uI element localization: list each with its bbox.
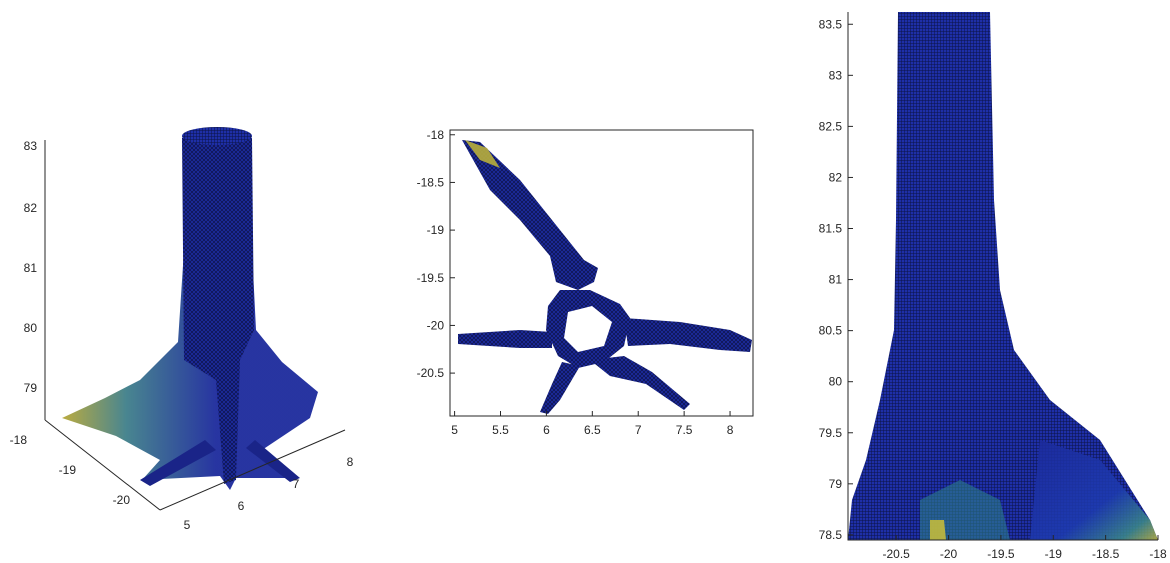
- top-y-tick-label: -18: [427, 128, 445, 142]
- top-y-tick-label: -19: [427, 223, 445, 237]
- top-y-tick-label: -20.5: [417, 366, 445, 380]
- top-x-tick-label: 6: [543, 423, 550, 437]
- panel-perspective: 83 82 81 80 79 -18 -19 -20 5 6 7 8: [10, 127, 354, 532]
- z-tick-label: 80: [24, 321, 38, 335]
- top-branch-right: [624, 318, 752, 352]
- top-branch-ring: [546, 290, 630, 368]
- y-tick-label: -20: [113, 493, 131, 507]
- perspective-x-axis: [159, 429, 346, 511]
- side-x-tick-label: -20.5: [882, 547, 910, 561]
- panel-top: -18 -18.5 -19 -19.5 -20 -20.5 5 5.5 6 6.5 7 7.5 8: [417, 128, 754, 437]
- side-y-tick-label: 82: [829, 170, 843, 184]
- top-branch-left: [458, 330, 552, 348]
- side-y-tick-label: 79.5: [819, 426, 843, 440]
- top-branch-tip: [465, 140, 500, 168]
- side-y-ticks: 78.5 79 79.5 80 80.5 81 81.5 82 82.5 83 83.5: [819, 17, 853, 542]
- top-x-tick-label: 8: [727, 423, 734, 437]
- perspective-root: [140, 440, 216, 486]
- top-x-tick-label: 5: [451, 423, 458, 437]
- perspective-trunk-top: [182, 127, 252, 145]
- perspective-trunk: [182, 131, 254, 484]
- top-surface: [458, 140, 752, 414]
- side-y-tick-label: 81.5: [819, 222, 843, 236]
- side-x-ticks: -20.5 -20 -19.5 -19 -18.5 -18: [882, 535, 1167, 561]
- z-tick-label: 83: [24, 139, 38, 153]
- side-trunk: [848, 12, 1158, 540]
- x-tick-label: 5: [184, 518, 191, 532]
- side-y-tick-label: 80.5: [819, 324, 843, 338]
- z-tick-label: 79: [24, 381, 38, 395]
- top-branch-bottom-left: [540, 362, 580, 414]
- top-y-tick-label: -19.5: [417, 271, 445, 285]
- side-y-tick-label: 78.5: [819, 528, 843, 542]
- panel-side: 78.5 79 79.5 80 80.5 81 81.5 82 82.5 83 83.5 -20.5…: [819, 12, 1167, 561]
- top-y-ticks: -18 -18.5 -19 -19.5 -20 -20.5: [417, 128, 455, 380]
- top-y-tick-label: -18.5: [417, 175, 445, 189]
- x-tick-label: 8: [347, 455, 354, 469]
- top-x-tick-label: 7.5: [676, 423, 693, 437]
- side-x-tick-label: -19.5: [987, 547, 1015, 561]
- z-tick-label: 81: [24, 261, 38, 275]
- side-y-tick-label: 80: [829, 375, 843, 389]
- side-axes: [847, 12, 1158, 541]
- top-x-tick-label: 6.5: [584, 423, 601, 437]
- side-base-highlight: [1030, 440, 1158, 540]
- top-x-ticks: 5 5.5 6 6.5 7 7.5 8: [451, 411, 734, 437]
- top-branch-bottom-right: [590, 356, 690, 410]
- top-y-tick-label: -20: [427, 318, 445, 332]
- x-tick-label: 7: [293, 477, 300, 491]
- side-x-tick-label: -18: [1149, 547, 1167, 561]
- top-branch-upper-left: [462, 140, 598, 290]
- perspective-surface: [62, 127, 318, 490]
- y-tick-label: -19: [59, 463, 77, 477]
- side-surface: [848, 12, 1158, 540]
- side-x-tick-label: -20: [940, 547, 958, 561]
- side-y-tick-label: 79: [829, 477, 843, 491]
- top-x-tick-label: 5.5: [492, 423, 509, 437]
- side-x-tick-label: -18.5: [1092, 547, 1120, 561]
- side-y-tick-label: 81: [829, 273, 843, 287]
- side-y-tick-label: 83.5: [819, 17, 843, 31]
- side-x-tick-label: -19: [1045, 547, 1063, 561]
- perspective-y-axis: [44, 419, 161, 511]
- perspective-base-flare: [62, 250, 318, 490]
- side-base-highlight: [930, 520, 946, 540]
- top-plot-frame: [449, 129, 754, 417]
- side-y-tick-label: 83: [829, 68, 843, 82]
- y-tick-label: -18: [10, 433, 28, 447]
- z-tick-label: 82: [24, 201, 38, 215]
- x-tick-label: 6: [238, 499, 245, 513]
- side-y-tick-label: 82.5: [819, 119, 843, 133]
- top-x-tick-label: 7: [635, 423, 642, 437]
